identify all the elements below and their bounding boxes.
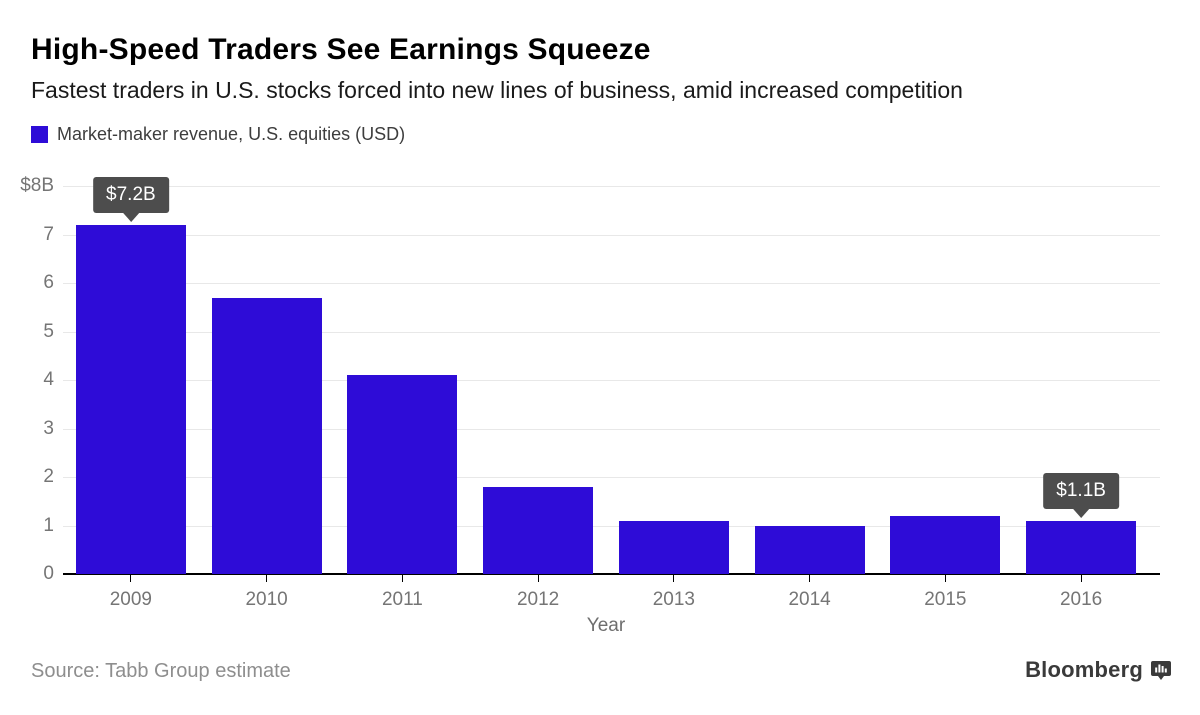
x-tick-mark <box>809 575 811 582</box>
x-tick-label: 2011 <box>381 589 423 610</box>
x-tick-label: 2010 <box>245 589 288 610</box>
bar-2015[interactable] <box>890 515 1001 574</box>
y-tick-label: 4 <box>43 369 54 390</box>
gridline <box>63 428 1160 430</box>
x-tick-mark <box>944 575 946 582</box>
bar-2010[interactable] <box>211 297 322 574</box>
y-tick-label: 0 <box>43 563 54 584</box>
x-tick-label: 2016 <box>1059 589 1103 610</box>
gridline <box>63 283 1160 284</box>
legend-label: Market-maker revenue, U.S. equities (USD… <box>57 124 406 144</box>
x-tick-mark <box>537 575 539 582</box>
tooltip-arrow-icon <box>122 212 139 222</box>
bar-2011[interactable] <box>347 375 458 574</box>
x-tick-mark <box>401 575 403 582</box>
x-tick-label: 2009 <box>109 589 153 610</box>
brand-logo: Bloomberg <box>1025 657 1172 683</box>
legend-swatch-icon <box>31 126 48 143</box>
y-tick-label: 5 <box>43 320 54 342</box>
bar-2016[interactable] <box>1026 520 1137 574</box>
y-tick-label: 6 <box>43 272 54 293</box>
x-tick-label: 2014 <box>788 589 831 610</box>
y-tick-label: 2 <box>43 466 54 487</box>
bar-2013[interactable] <box>618 520 729 574</box>
x-axis-title: Year <box>586 615 626 636</box>
gridline <box>63 525 1160 527</box>
bar-2012[interactable] <box>483 486 594 574</box>
page-subtitle: Fastest traders in U.S. stocks forced in… <box>31 77 963 103</box>
y-tick-label: 3 <box>43 417 54 439</box>
gridline <box>63 331 1160 333</box>
x-tick-mark <box>130 575 132 582</box>
page-title: High-Speed Traders See Earnings Squeeze <box>31 33 651 66</box>
value-tooltip-2016: $1.1B <box>1043 472 1119 518</box>
y-tick-label: $8B <box>20 175 54 196</box>
x-tick-mark <box>673 575 675 582</box>
x-tick-label: 2015 <box>924 589 967 610</box>
tooltip-arrow-icon <box>1073 508 1090 518</box>
x-tick-label: 2013 <box>652 589 696 610</box>
gridline <box>63 186 1160 187</box>
y-tick-label: 1 <box>43 514 54 536</box>
chart-legend: Market-maker revenue, U.S. equities (USD… <box>31 124 405 145</box>
bloomberg-terminal-icon <box>1151 661 1171 680</box>
gridline <box>63 477 1160 478</box>
bar-2014[interactable] <box>754 525 865 574</box>
value-tooltip-2009: $7.2B <box>93 176 169 222</box>
x-tick-mark <box>266 575 268 582</box>
x-axis-line <box>63 573 1160 575</box>
x-tick-label: 2012 <box>516 589 560 610</box>
bar-2009[interactable] <box>75 224 186 574</box>
y-tick-label: 7 <box>43 223 54 245</box>
x-tick-mark <box>1080 575 1082 582</box>
gridline <box>63 234 1160 236</box>
brand-wordmark: Bloomberg <box>1025 657 1143 682</box>
gridline <box>63 380 1160 381</box>
source-note: Source: Tabb Group estimate <box>31 660 291 682</box>
